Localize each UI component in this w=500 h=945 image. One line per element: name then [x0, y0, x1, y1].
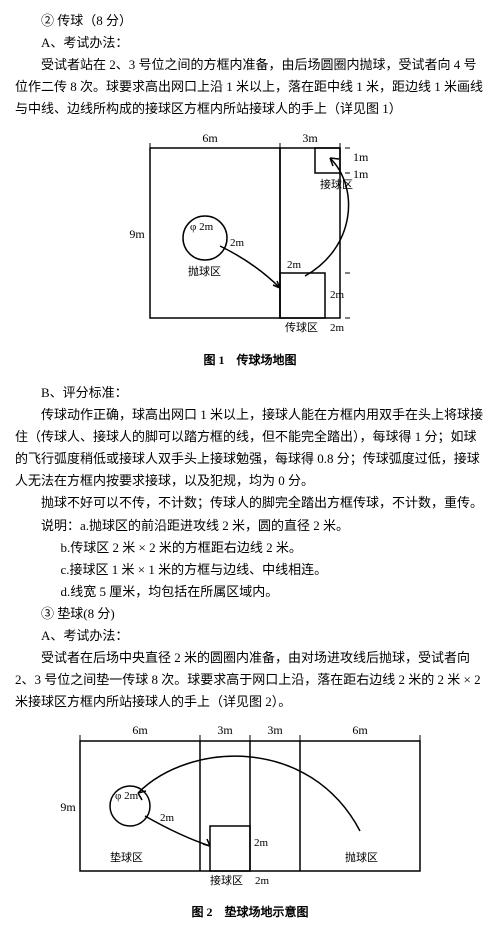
- fig2-6m-r: 6m: [352, 723, 368, 737]
- figure-2-svg: 6m 3m 3m 6m 9m φ 2m 2m 垫球区 2m 接球区 2m 抛球区: [60, 721, 440, 891]
- s2-b-p1: 传球动作正确，球高出网口 1 米以上，接球人能在方框内用双手在头上将球接住（传球…: [15, 404, 485, 492]
- fig2-3m-b: 3m: [267, 723, 283, 737]
- fig2-2m-c: 2m: [255, 875, 270, 887]
- s2-b-p2: 抛球不好可以不传，不计数；传球人的脚完全踏出方框传球，不计数，重传。: [15, 492, 485, 514]
- s2-b-p3b: b.传球区 2 米 × 2 米的方框距右边线 2 米。: [15, 537, 485, 559]
- fig1-paoqiu: 抛球区: [188, 264, 221, 278]
- fig2-phi2m: φ 2m: [115, 790, 139, 802]
- figure-1-caption: 图 1 传球场地图: [15, 350, 485, 370]
- s3-num: ③: [41, 606, 54, 621]
- fig1-phi2m: φ 2m: [190, 221, 214, 233]
- fig2-9m: 9m: [60, 800, 76, 814]
- fig1-3m: 3m: [302, 131, 318, 145]
- figure-1-svg: 6m 3m 1m 1m 接球区 φ 2m 2m 2m 抛球区 2m 传球区 2m…: [120, 128, 380, 338]
- figure-2: 6m 3m 3m 6m 9m φ 2m 2m 垫球区 2m 接球区 2m 抛球区: [15, 721, 485, 898]
- fig1-1m-b: 1m: [353, 167, 369, 181]
- s2-a-body: 受试者站在 2、3 号位之间的方框内准备，由后场圆圈内抛球，受试者向 4 号位作…: [15, 54, 485, 120]
- figure-1: 6m 3m 1m 1m 接球区 φ 2m 2m 2m 抛球区 2m 传球区 2m…: [15, 128, 485, 345]
- fig1-chuanqiu: 传球区: [285, 320, 318, 334]
- fig2-6m-l: 6m: [132, 723, 148, 737]
- s3-heading: ③ 垫球(8 分): [15, 603, 485, 625]
- s2-heading: ② 传球（8 分）: [15, 10, 485, 32]
- s2-a-head: A、考试办法：: [15, 32, 485, 54]
- s2-num: ②: [41, 13, 54, 28]
- fig1-2m-c: 2m: [330, 289, 345, 301]
- figure-2-caption: 图 2 垫球场地示意图: [15, 902, 485, 922]
- s3-a-body: 受试者在后场中央直径 2 米的圆圈内准备，由对场进攻线后抛球，受试者向 2、3 …: [15, 647, 485, 713]
- fig2-2m-b: 2m: [254, 837, 269, 849]
- fig1-2m-b: 2m: [287, 259, 302, 271]
- s2-title: 传球（8 分）: [57, 13, 132, 28]
- fig2-3m-a: 3m: [217, 723, 233, 737]
- fig1-2m-a: 2m: [230, 237, 245, 249]
- s2-b-p3c: c.接球区 1 米 × 1 米的方框与边线、中线相连。: [15, 559, 485, 581]
- fig1-jieqiu: 接球区: [320, 177, 353, 191]
- fig2-paoqiu: 抛球区: [345, 850, 378, 864]
- fig1-1m-a: 1m: [353, 150, 369, 164]
- s3-a-head: A、考试办法：: [15, 625, 485, 647]
- fig2-jieqiu: 接球区: [210, 873, 243, 887]
- s2-b-p3d: d.线宽 5 厘米，均包括在所属区域内。: [15, 581, 485, 603]
- fig2-2m-a: 2m: [160, 812, 175, 824]
- s2-b-head: B、评分标准：: [15, 382, 485, 404]
- fig1-6m: 6m: [202, 131, 218, 145]
- fig1-2m-d: 2m: [330, 322, 345, 334]
- s2-b-p3a: 说明：a.抛球区的前沿距进攻线 2 米，圆的直径 2 米。: [15, 515, 485, 537]
- s3-title: 垫球(8 分): [57, 606, 114, 621]
- fig1-9m: 9m: [129, 227, 145, 241]
- fig2-dianqiu: 垫球区: [110, 850, 143, 864]
